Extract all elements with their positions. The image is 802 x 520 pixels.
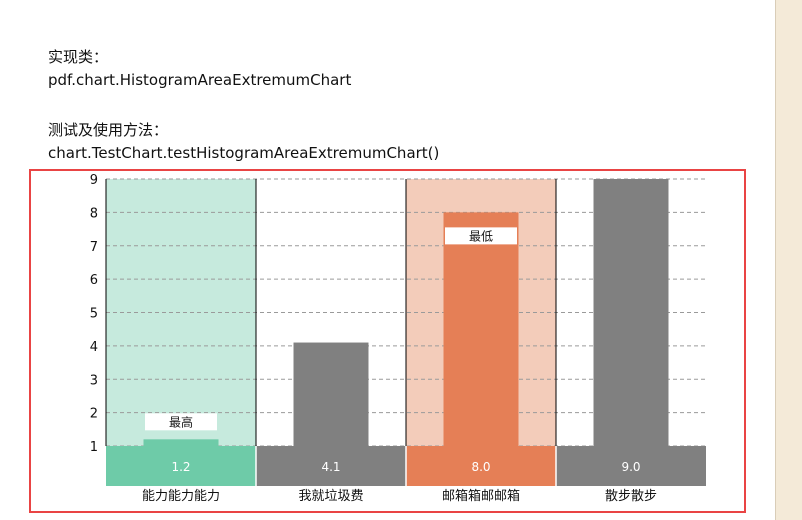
y-tick-label: 6 — [90, 273, 98, 288]
data-label: 9.0 — [621, 460, 640, 474]
y-tick-label: 5 — [90, 307, 98, 322]
page-side-strip — [776, 0, 802, 520]
chart-highlight-frame — [29, 169, 746, 513]
test-method: chart.TestChart.testHistogramAreaExtremu… — [48, 144, 440, 162]
bar — [443, 212, 519, 446]
x-tick-label: 能力能力能力 — [142, 489, 220, 504]
bar — [293, 342, 369, 446]
x-tick-label: 我就垃圾费 — [298, 489, 363, 504]
bar — [143, 439, 219, 446]
value-box — [256, 446, 406, 486]
y-tick-label: 3 — [90, 373, 98, 388]
value-box — [106, 446, 256, 486]
class-name: pdf.chart.HistogramAreaExtremumChart — [48, 71, 352, 89]
data-label: 4.1 — [321, 460, 340, 474]
x-tick-label: 邮箱箱邮邮箱 — [442, 488, 520, 504]
y-tick-label: 1 — [90, 440, 98, 455]
y-tick-label: 4 — [90, 340, 98, 355]
lowest-label-box — [445, 227, 517, 245]
test-label: 测试及使用方法： — [48, 121, 169, 139]
lowest-label: 最低 — [469, 229, 493, 243]
data-label: 1.2 — [171, 460, 190, 474]
y-tick-label: 2 — [90, 407, 98, 422]
highest-label: 最高 — [169, 414, 193, 429]
page-edge-line — [775, 0, 776, 520]
y-tick-label: 7 — [90, 240, 98, 255]
data-label: 8.0 — [471, 460, 490, 474]
class-label: 实现类： — [48, 48, 109, 66]
value-box — [406, 446, 556, 486]
bar — [593, 179, 669, 446]
highest-label-box — [145, 413, 217, 431]
value-box — [556, 446, 706, 486]
y-tick-label: 8 — [90, 206, 98, 221]
y-tick-label: 9 — [90, 173, 98, 188]
x-tick-label: 散步散步 — [605, 489, 657, 504]
